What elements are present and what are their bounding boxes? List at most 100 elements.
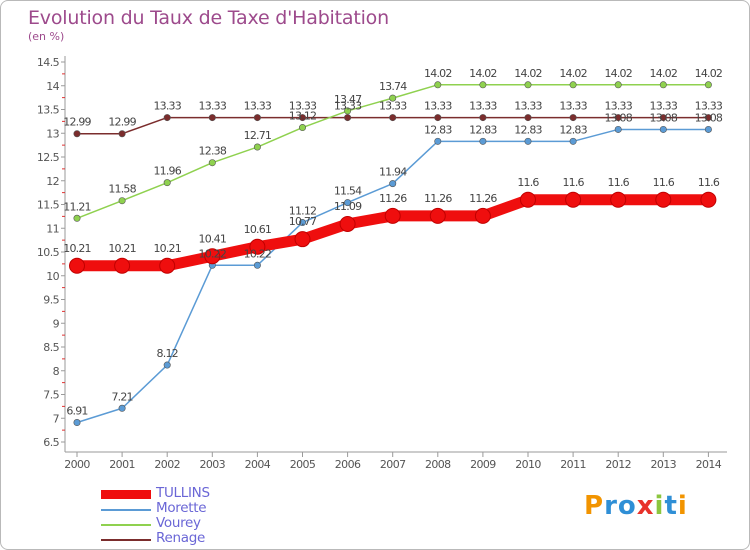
point-vourey <box>479 81 487 89</box>
x-tick-label: 2007 <box>380 458 406 471</box>
x-tick-label: 2000 <box>64 458 90 471</box>
point-morette <box>73 419 81 427</box>
y-tick-label: 7.5 <box>43 389 59 402</box>
logo-letter: P <box>584 491 605 521</box>
data-label-vourey: 13.47 <box>334 93 362 106</box>
data-label-tullins: 10.21 <box>108 242 136 255</box>
data-label-renage: 13.33 <box>514 100 542 113</box>
data-label-morette: 12.83 <box>559 123 587 136</box>
x-tick-label: 2011 <box>560 458 586 471</box>
y-tick-label: 10 <box>46 270 59 283</box>
point-tullins <box>700 191 717 208</box>
data-label-vourey: 14.02 <box>695 67 723 80</box>
x-tick-label: 2003 <box>199 458 225 471</box>
point-tullins <box>249 238 266 255</box>
x-tick-label: 2008 <box>425 458 451 471</box>
point-vourey <box>208 159 216 167</box>
x-tick-label: 2012 <box>605 458 631 471</box>
x-tick-label: 2010 <box>515 458 541 471</box>
data-label-morette: 13.08 <box>695 111 723 124</box>
point-renage <box>73 130 81 138</box>
point-renage <box>118 130 126 138</box>
data-label-tullins: 10.61 <box>244 223 272 236</box>
logo-letter: r <box>604 491 618 521</box>
data-label-morette: 13.08 <box>604 111 632 124</box>
y-tick-label: 7 <box>53 412 60 425</box>
logo-letter: i <box>677 491 688 521</box>
logo-letter: x <box>636 491 655 521</box>
data-label-tullins: 11.26 <box>379 192 407 205</box>
chart-series <box>69 81 717 427</box>
data-label-renage: 12.99 <box>108 116 136 129</box>
point-renage <box>163 114 171 122</box>
point-tullins <box>69 257 85 274</box>
data-label-vourey: 14.02 <box>559 67 587 80</box>
legend-swatch-tullins <box>101 490 151 499</box>
data-label-renage: 13.33 <box>199 100 227 113</box>
data-label-vourey: 12.38 <box>199 145 227 158</box>
data-label-vourey: 11.58 <box>108 183 136 196</box>
y-tick-label: 10.5 <box>37 246 60 259</box>
point-tullins <box>655 191 672 208</box>
data-label-vourey: 13.12 <box>289 110 317 123</box>
data-label-morette: 11.54 <box>334 185 362 198</box>
data-label-tullins: 11.6 <box>517 176 539 189</box>
data-label-tullins: 10.21 <box>153 242 181 255</box>
point-vourey <box>524 81 532 89</box>
y-tick-label: 6.5 <box>43 436 59 449</box>
legend-swatch-vourey <box>101 524 151 526</box>
data-label-morette: 11.94 <box>379 166 407 179</box>
data-label-morette: 8.12 <box>157 347 178 360</box>
data-label-morette: 7.21 <box>111 390 132 403</box>
legend-label-morette: Morette <box>156 500 207 516</box>
data-label-vourey: 11.96 <box>153 165 181 178</box>
data-label-tullins: 10.77 <box>289 215 317 228</box>
point-morette <box>569 137 577 145</box>
legend-item-vourey: Vourey <box>101 515 301 532</box>
y-tick-label: 11.5 <box>37 199 60 212</box>
x-tick-label: 2013 <box>650 458 676 471</box>
point-morette <box>253 261 261 269</box>
point-morette <box>434 137 442 145</box>
legend-label-vourey: Vourey <box>156 515 201 531</box>
data-label-renage: 13.33 <box>559 100 587 113</box>
legend-item-morette: Morette <box>101 500 301 517</box>
point-renage <box>208 114 216 122</box>
point-vourey <box>614 81 622 89</box>
x-tick-label: 2014 <box>696 458 722 471</box>
point-morette <box>479 137 487 145</box>
legend-label-tullins: TULLINS <box>156 485 210 501</box>
data-label-morette: 6.91 <box>66 405 87 418</box>
legend-swatch-renage <box>101 539 151 541</box>
y-tick-label: 14 <box>46 80 59 93</box>
legend-item-tullins: TULLINS <box>101 485 301 502</box>
point-tullins <box>520 191 536 208</box>
legend-swatch-morette <box>101 509 151 511</box>
point-vourey <box>163 179 171 187</box>
y-tick-label: 9 <box>53 317 60 330</box>
point-renage <box>659 114 667 122</box>
point-renage <box>434 114 442 122</box>
chart-title: Evolution du Taux de Taxe d'Habitation <box>28 7 389 29</box>
point-renage <box>704 114 712 122</box>
data-label-renage: 13.33 <box>153 100 181 113</box>
point-tullins <box>294 231 311 248</box>
data-label-vourey: 14.02 <box>514 67 542 80</box>
data-label-vourey: 14.02 <box>650 67 678 80</box>
point-morette <box>389 180 397 188</box>
point-vourey <box>434 81 442 89</box>
y-tick-label: 12.5 <box>37 151 60 164</box>
point-morette <box>704 125 712 133</box>
x-tick-label: 2004 <box>245 458 271 471</box>
data-label-morette: 12.83 <box>424 123 452 136</box>
y-tick-label: 13.5 <box>37 104 60 117</box>
y-tick-label: 12 <box>46 175 59 188</box>
logo-letter: t <box>664 491 678 521</box>
point-tullins <box>565 191 582 208</box>
data-label-tullins: 11.6 <box>562 176 584 189</box>
point-morette <box>344 199 352 207</box>
data-label-renage: 13.33 <box>379 100 407 113</box>
x-tick-label: 2005 <box>290 458 316 471</box>
data-label-renage: 13.33 <box>244 100 272 113</box>
point-renage <box>569 114 577 122</box>
